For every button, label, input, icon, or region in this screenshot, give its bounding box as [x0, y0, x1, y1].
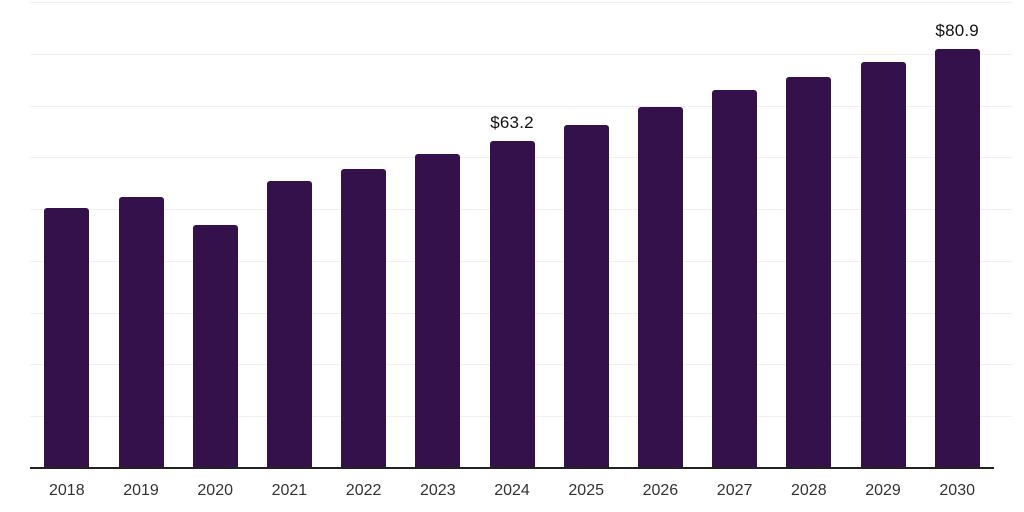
bar-2026 [637, 107, 683, 468]
x-tick-label-2018: 2018 [49, 482, 85, 499]
gridline-80 [30, 53, 1012, 55]
bar-2022 [341, 168, 387, 468]
bar-2027 [712, 89, 758, 468]
gridline-70 [30, 105, 1012, 107]
bar-value-label-2030: $80.9 [935, 21, 979, 41]
bar-value-label-2024: $63.2 [490, 112, 534, 132]
plot-area: $63.2 $80.9 [30, 2, 1012, 468]
bar-2025 [563, 125, 609, 468]
bar-2019 [118, 197, 164, 468]
x-tick-label-2022: 2022 [345, 482, 382, 499]
gridline-90 [30, 2, 1012, 3]
bar-2030 [934, 49, 980, 468]
x-tick-label-2024: 2024 [494, 482, 530, 499]
x-tick-label-2027: 2027 [716, 482, 753, 499]
bar-2028 [786, 76, 832, 468]
bar-2029 [860, 62, 906, 468]
bar-2021 [266, 181, 312, 468]
bar-2023 [415, 153, 461, 468]
bar-2024 [489, 140, 535, 468]
bar-2020 [192, 225, 238, 468]
x-axis-line [30, 467, 994, 469]
x-tick-label-2020: 2020 [197, 482, 233, 499]
x-tick-label-2028: 2028 [791, 482, 827, 499]
x-tick-label-2029: 2029 [865, 482, 901, 499]
x-tick-label-2025: 2025 [568, 482, 604, 499]
bar-2018 [44, 208, 90, 468]
x-tick-label-2021: 2021 [271, 482, 308, 499]
x-tick-label-2030: 2030 [939, 482, 975, 499]
x-tick-label-2026: 2026 [642, 482, 679, 499]
x-tick-label-2019: 2019 [123, 482, 159, 499]
x-tick-label-2023: 2023 [420, 482, 456, 499]
